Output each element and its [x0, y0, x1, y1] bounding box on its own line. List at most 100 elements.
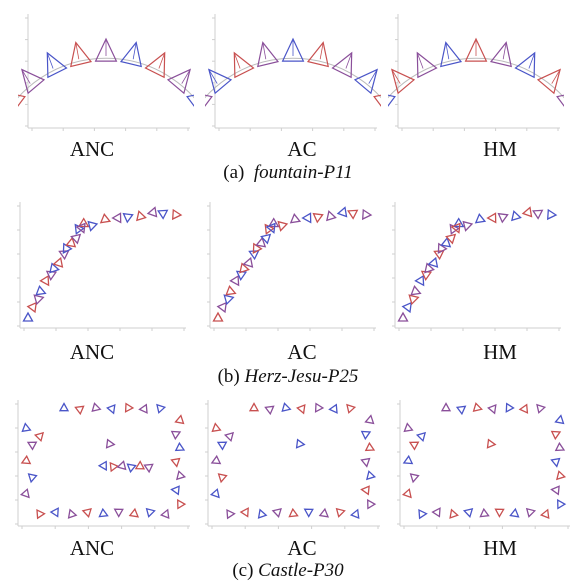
camera-frustum [390, 68, 416, 95]
camera-frustum [18, 94, 26, 107]
camera-marker [77, 217, 90, 228]
frustum-edge [158, 52, 166, 69]
camera-marker [226, 509, 236, 520]
camera-marker [26, 441, 38, 451]
camera-marker [49, 507, 59, 518]
camera-marker [525, 507, 537, 518]
method-label: ANC [69, 536, 115, 560]
camera-marker [431, 507, 441, 518]
method-label: ANC [69, 137, 115, 161]
camera-frustum [186, 94, 194, 107]
camera-marker [365, 470, 377, 481]
camera-marker [264, 405, 275, 416]
camera-frustum [233, 51, 255, 79]
camera-marker [143, 463, 154, 474]
camera-marker [445, 233, 457, 245]
method-label: AC [287, 137, 317, 161]
camera-marker [49, 262, 60, 274]
camera-marker [174, 441, 186, 452]
camera-marker [418, 509, 428, 520]
frustum-edge [132, 42, 137, 60]
camera-marker [288, 507, 299, 518]
camera-marker [212, 311, 224, 322]
camera-marker [109, 461, 120, 473]
camera-trajectory-plot [207, 202, 376, 331]
camera-marker [364, 441, 376, 452]
camera-marker [335, 507, 346, 518]
camera-marker [554, 441, 566, 452]
camera-marker [19, 488, 30, 499]
camera-marker [518, 403, 529, 414]
camera-frustum [536, 68, 562, 95]
camera-marker [509, 507, 520, 518]
camera-marker [217, 473, 228, 484]
camera-marker [303, 508, 314, 518]
camera-marker [511, 210, 522, 222]
camera-marker [472, 402, 483, 412]
camera-marker [437, 242, 448, 254]
camera-marker [289, 213, 302, 224]
camera-marker [267, 217, 280, 228]
dataset-name: Herz-Jesu-P25 [244, 366, 359, 387]
frustum-edge [319, 42, 324, 60]
camera-marker [39, 274, 50, 287]
camera-marker [318, 507, 330, 518]
plot-castle-hm [390, 394, 574, 534]
camera-marker [271, 508, 282, 518]
camera-marker [27, 473, 38, 484]
dataset-name: fountain-P11 [253, 162, 353, 183]
camera-frustum [70, 41, 93, 68]
camera-marker [281, 402, 292, 412]
camera-marker [138, 403, 148, 414]
camera-marker [170, 457, 181, 468]
camera-frustum [306, 41, 329, 68]
frustum-edge [181, 69, 191, 84]
camera-marker [229, 274, 240, 287]
camera-marker [177, 498, 187, 510]
camera-marker [209, 488, 220, 499]
frustum-edge [208, 69, 218, 84]
camera-marker [111, 212, 122, 224]
camera-frustum [416, 51, 438, 79]
camera-marker [74, 405, 85, 416]
camera-frustum [144, 51, 166, 79]
camera-trajectory-plot [17, 202, 186, 331]
camera-marker [401, 488, 412, 499]
camera-trajectory-plot [392, 202, 561, 331]
camera-marker [216, 441, 228, 451]
camera-marker [295, 438, 306, 449]
camera-marker [360, 457, 371, 468]
camera-marker [156, 403, 167, 414]
camera-marker [136, 210, 147, 222]
camera-marker [409, 473, 420, 484]
camera-marker [223, 294, 235, 306]
camera-marker [97, 460, 107, 472]
camera-trajectory-plot [205, 14, 381, 131]
frustum-edge [233, 52, 241, 69]
frustum-edge [416, 52, 424, 69]
camera-marker [146, 206, 158, 218]
camera-marker [328, 403, 338, 414]
camera-marker [479, 507, 490, 518]
camera-marker [62, 242, 73, 254]
camera-marker [427, 256, 439, 268]
camera-marker [260, 233, 272, 245]
camera-marker [486, 212, 497, 224]
camera-marker [171, 208, 183, 221]
camera-marker [367, 498, 377, 510]
camera-marker [98, 507, 109, 518]
camera-marker [494, 508, 505, 518]
camera-marker [128, 507, 140, 518]
camera-marker [557, 498, 567, 510]
camera-marker [257, 508, 268, 519]
camera-marker [105, 438, 116, 449]
camera-marker [174, 414, 185, 425]
camera-marker [21, 422, 32, 433]
camera-marker [58, 402, 70, 412]
camera-marker [410, 285, 422, 296]
camera-frustum [464, 37, 488, 62]
camera-marker [346, 403, 357, 414]
camera-marker [170, 485, 180, 496]
camera-marker [157, 209, 169, 220]
camera-marker [408, 294, 420, 306]
